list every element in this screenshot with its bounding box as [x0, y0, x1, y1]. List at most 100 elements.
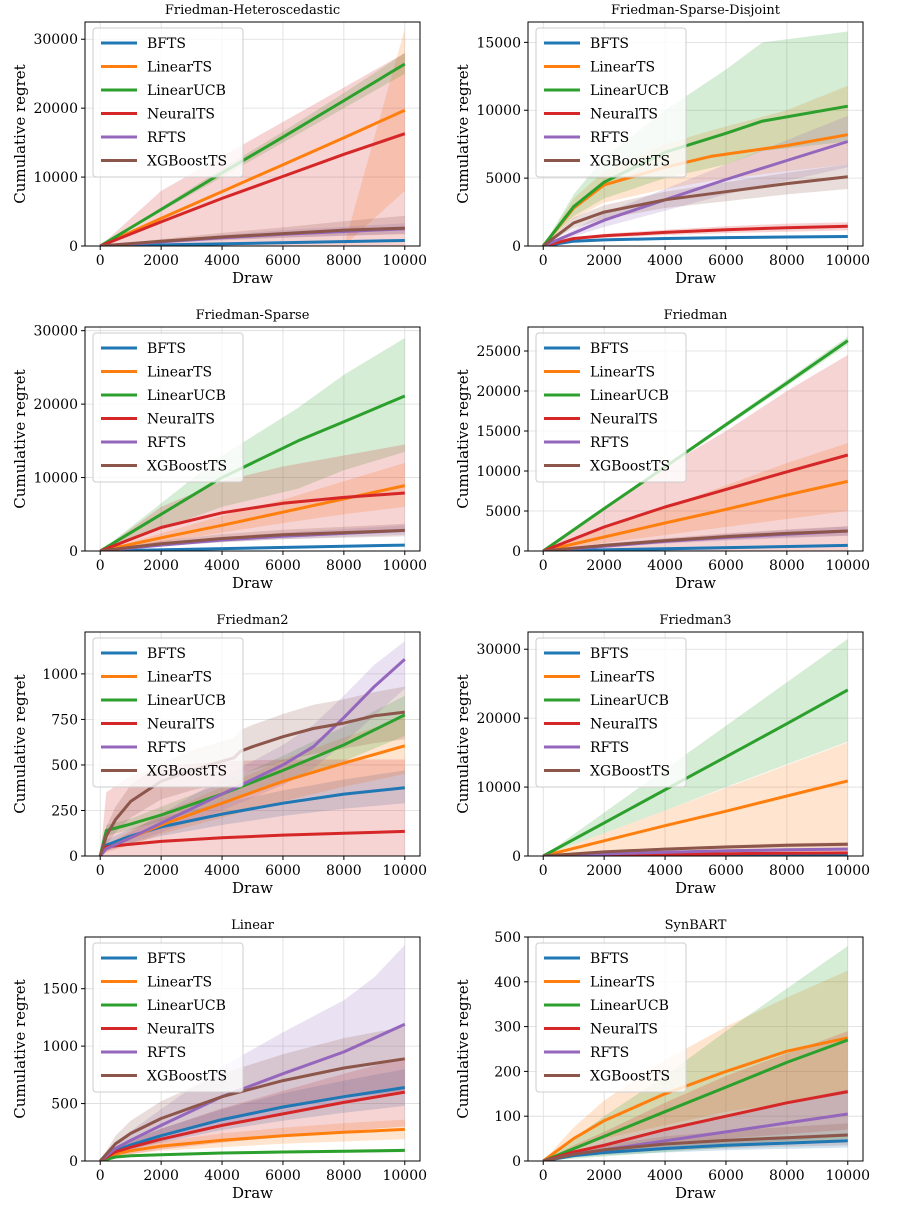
y-tick-label: 100 — [494, 1109, 521, 1125]
y-axis-label: Cumulative regret — [11, 369, 29, 508]
chart-friedman-heteroscedastic: 0 2000 4000 6000 8000 10000 0 10000 20000 30000 Fr… — [11, 3, 427, 287]
x-axis-label: Draw — [675, 574, 716, 592]
legend-label: NeuralTS — [147, 717, 215, 733]
legend-label: XGBoostTS — [147, 1069, 227, 1085]
y-tick-label: 0 — [69, 544, 78, 560]
series-line-bfts — [98, 786, 405, 856]
x-tick-label: 0 — [96, 863, 105, 879]
legend: BFTS LinearTS LinearUCB NeuralTS RFTS XGBoost… — [535, 332, 687, 483]
legend-label: RFTS — [147, 130, 186, 146]
axes-frame — [84, 21, 421, 247]
series-line-bfts — [100, 239, 405, 246]
series-line-xgboostts — [542, 1133, 848, 1161]
x-tick-label: 8000 — [326, 558, 362, 574]
y-tick-label: 10000 — [476, 103, 521, 119]
y-tick-label: 0 — [512, 239, 521, 255]
series-line-linearts — [542, 1036, 849, 1161]
y-tick-label: 10000 — [476, 464, 521, 480]
band-xgboostts — [100, 686, 405, 856]
x-axis-label: Draw — [675, 1184, 716, 1202]
band-linearts — [543, 742, 848, 856]
x-tick-label: 10000 — [825, 863, 870, 879]
legend-label: LinearTS — [590, 365, 655, 381]
series-line-rfts — [542, 140, 849, 246]
series-line-linearucb — [99, 62, 406, 246]
series-line-xgboostts — [542, 175, 848, 246]
series-line-bfts — [543, 543, 848, 551]
x-tick-label: 6000 — [708, 863, 744, 879]
chart-title: Friedman2 — [216, 613, 288, 628]
legend-label: LinearUCB — [590, 998, 669, 1014]
legend-label: RFTS — [147, 1045, 186, 1061]
x-tick-label: 4000 — [647, 863, 683, 879]
y-tick-label: 300 — [494, 1020, 521, 1036]
chart-friedman-sparse-disjoint: 0 2000 4000 6000 8000 10000 0 5000 10000 15000 Fri… — [454, 3, 870, 287]
series-line-bfts — [542, 235, 848, 246]
series-line-linearucb — [542, 339, 849, 551]
legend-label: BFTS — [147, 36, 186, 52]
y-tick-label: 20000 — [33, 397, 78, 413]
x-tick-label: 10000 — [382, 863, 427, 879]
x-tick-label: 10000 — [382, 558, 427, 574]
x-tick-label: 2000 — [586, 863, 622, 879]
legend-label: LinearTS — [590, 975, 655, 991]
legend-label: LinearUCB — [590, 693, 669, 709]
y-tick-label: 30000 — [33, 324, 78, 340]
series-line-linearucb — [99, 1148, 405, 1161]
legend: BFTS LinearTS LinearUCB NeuralTS RFTS XGBoost… — [92, 942, 244, 1093]
legend-label: LinearUCB — [147, 998, 226, 1014]
x-tick-label: 8000 — [326, 253, 362, 269]
series-line-neuralts — [99, 132, 406, 246]
chart-title: Friedman — [664, 308, 728, 323]
chart-synbart: 0 2000 4000 6000 8000 10000 0 100 200 300 400 500 Sy… — [454, 918, 870, 1202]
legend-label: XGBoostTS — [590, 154, 670, 170]
legend-label: XGBoostTS — [147, 154, 227, 170]
axes-frame — [527, 631, 864, 857]
series-line-linearts — [542, 779, 849, 856]
legend-label: NeuralTS — [147, 412, 215, 428]
legend-label: LinearUCB — [147, 83, 226, 99]
x-axis-label: Draw — [232, 879, 273, 897]
y-tick-label: 10000 — [33, 471, 78, 487]
legend-label: LinearTS — [147, 975, 212, 991]
x-axis-label: Draw — [675, 269, 716, 287]
x-tick-label: 6000 — [708, 1168, 744, 1184]
x-tick-label: 6000 — [265, 1168, 301, 1184]
x-tick-label: 10000 — [825, 558, 870, 574]
x-tick-label: 2000 — [586, 1168, 622, 1184]
legend: BFTS LinearTS LinearUCB NeuralTS RFTS XGBoost… — [535, 942, 687, 1093]
x-tick-label: 6000 — [708, 253, 744, 269]
x-tick-label: 0 — [96, 1168, 105, 1184]
series-line-xgboostts — [543, 842, 848, 856]
y-axis-label: Cumulative regret — [454, 369, 472, 508]
x-tick-label: 6000 — [265, 863, 301, 879]
y-tick-label: 1000 — [42, 1039, 78, 1055]
series-line-linearts — [99, 1127, 405, 1161]
y-tick-label: 750 — [51, 712, 78, 728]
band-linearts — [543, 85, 848, 246]
chart-title: Linear — [231, 918, 275, 933]
y-axis-label: Cumulative regret — [454, 979, 472, 1118]
legend-label: BFTS — [590, 36, 629, 52]
legend-label: LinearUCB — [590, 83, 669, 99]
legend-label: LinearTS — [590, 60, 655, 76]
series-line-neuralts — [542, 453, 849, 551]
y-tick-label: 1000 — [42, 667, 78, 683]
series-line-neuralts — [99, 491, 405, 551]
x-tick-label: 10000 — [825, 253, 870, 269]
x-axis-label: Draw — [675, 879, 716, 897]
legend-label: XGBoostTS — [590, 764, 670, 780]
y-tick-label: 20000 — [33, 101, 78, 117]
y-tick-label: 0 — [512, 1154, 521, 1170]
band-rfts — [100, 945, 405, 1161]
x-tick-label: 0 — [96, 253, 105, 269]
band-linearucb — [543, 31, 848, 246]
chart-linear: 0 2000 4000 6000 8000 10000 0 500 1000 1500 Linear… — [11, 918, 427, 1202]
legend-label: LinearUCB — [147, 388, 226, 404]
legend-label: BFTS — [147, 951, 186, 967]
legend-label: BFTS — [147, 646, 186, 662]
axes-frame — [84, 631, 421, 857]
x-tick-label: 0 — [96, 558, 105, 574]
x-tick-label: 2000 — [143, 863, 179, 879]
chart-title: Friedman-Sparse-Disjoint — [611, 3, 781, 18]
